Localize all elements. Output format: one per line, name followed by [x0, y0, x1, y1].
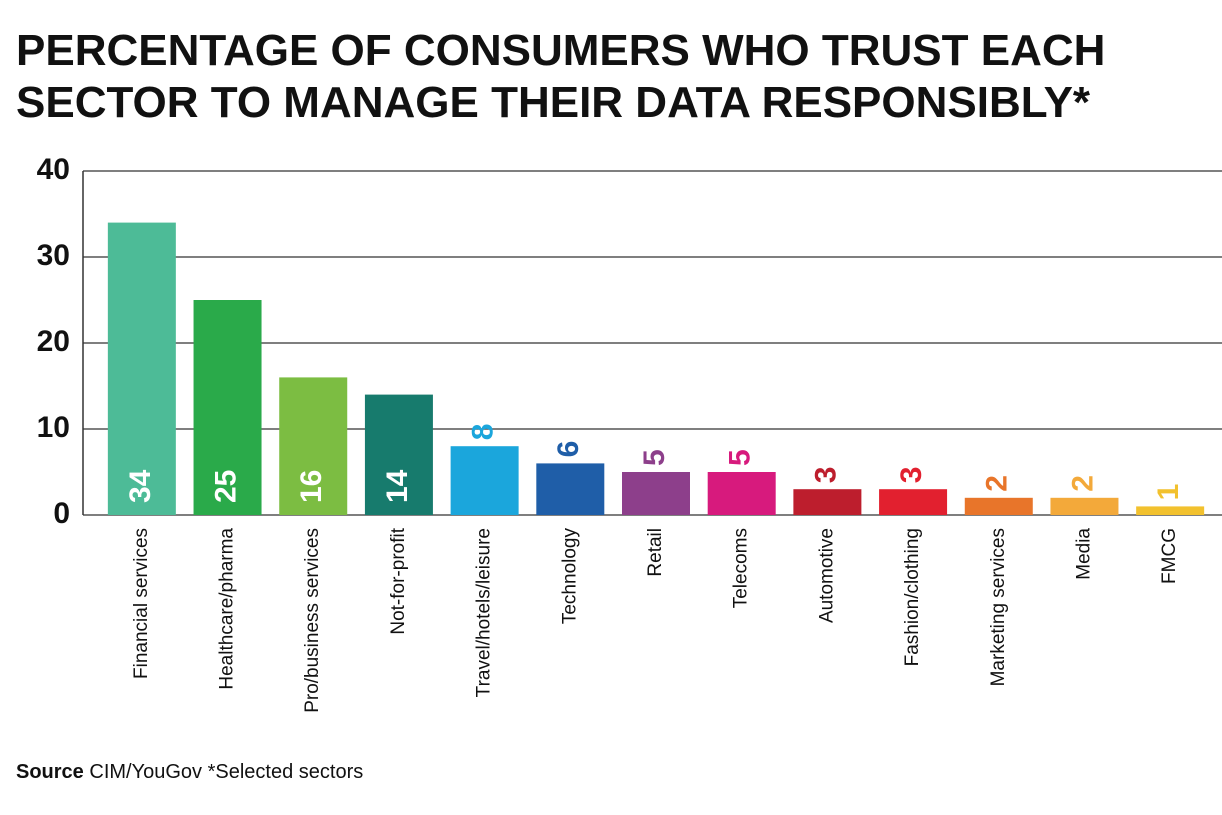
note: *Selected sectors [208, 761, 364, 783]
bar [536, 463, 605, 515]
y-tick-label: 10 [37, 411, 70, 444]
source: Source CIM/YouGov *Selected sectors [16, 761, 363, 783]
value-label: 1 [1152, 484, 1185, 501]
x-tick-label: Retail [645, 528, 666, 577]
value-label: 3 [809, 467, 842, 484]
source-text: CIM/YouGov [89, 761, 202, 783]
bar [964, 497, 1033, 515]
bar [707, 472, 776, 515]
x-tick-label: Healthcare/pharma [217, 528, 238, 690]
bar [879, 489, 948, 515]
value-label: 5 [724, 449, 757, 466]
value-label: 6 [552, 441, 585, 458]
x-tick-label: Marketing services [988, 528, 1009, 686]
bar [1050, 497, 1119, 515]
x-tick-label: Fashion/clothing [902, 528, 923, 666]
value-label: 16 [295, 470, 328, 503]
value-label: 3 [895, 467, 928, 484]
x-tick-label: FMCG [1159, 528, 1180, 584]
x-tick-label: Pro/business services [302, 528, 323, 713]
bar [793, 489, 862, 515]
value-label: 25 [209, 470, 242, 503]
x-tick-label: Not-for-profit [388, 527, 409, 634]
x-tick-label: Technology [559, 528, 580, 625]
bar [364, 394, 433, 515]
x-tick-label: Media [1073, 528, 1094, 580]
x-tick-label: Automotive [816, 528, 837, 623]
value-label: 5 [638, 449, 671, 466]
value-label: 2 [1066, 475, 1099, 492]
x-tick-label: Telecoms [731, 528, 752, 608]
bar [193, 300, 262, 515]
chart-title: SECTOR TO MANAGE THEIR DATA RESPONSIBLY* [16, 78, 1091, 127]
chart-title: PERCENTAGE OF CONSUMERS WHO TRUST EACH [16, 26, 1105, 75]
y-tick-label: 20 [37, 325, 70, 358]
bar [450, 446, 519, 515]
x-tick-label: Financial services [131, 528, 152, 679]
bar [279, 377, 348, 515]
bar [622, 472, 690, 515]
y-tick-label: 0 [53, 497, 70, 530]
x-tick-label: Travel/hotels/leisure [474, 528, 495, 697]
bar [1136, 506, 1205, 515]
value-label: 2 [981, 475, 1014, 492]
y-tick-label: 40 [37, 153, 70, 186]
value-label: 34 [124, 469, 157, 503]
value-label: 14 [381, 469, 414, 503]
y-tick-label: 30 [37, 239, 70, 272]
source-label: Source [16, 761, 84, 783]
value-label: 8 [467, 424, 500, 441]
bar [107, 222, 176, 515]
